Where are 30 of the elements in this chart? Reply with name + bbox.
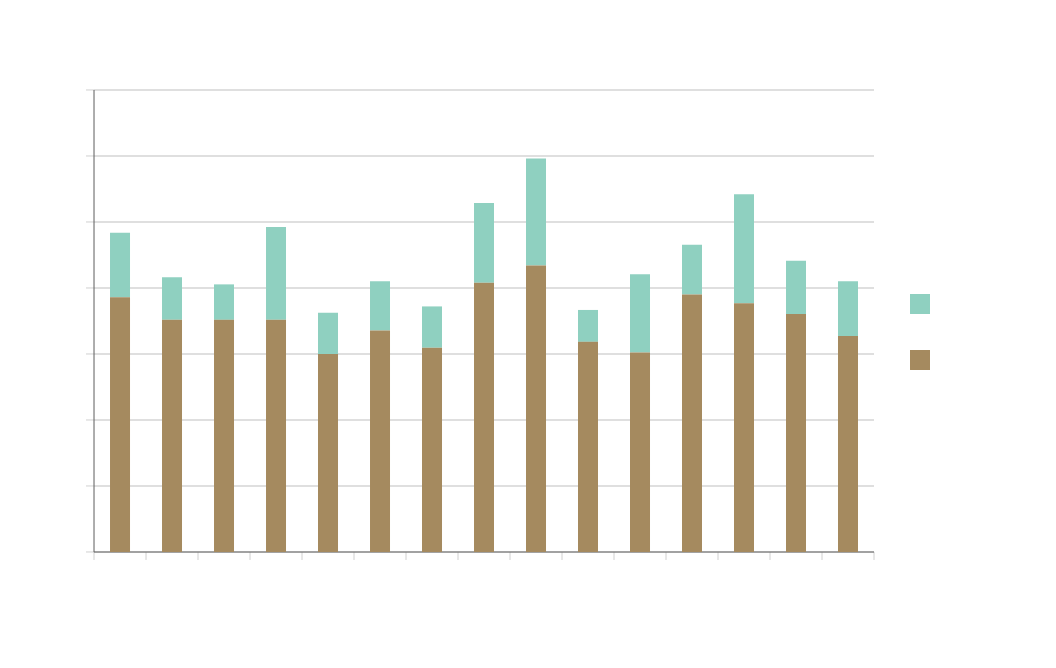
bar — [630, 352, 651, 552]
bar — [630, 274, 651, 353]
bar — [214, 284, 235, 320]
bar — [526, 158, 547, 266]
bar — [734, 194, 754, 304]
bar — [266, 319, 287, 552]
bar — [838, 281, 858, 336]
bar — [162, 319, 183, 552]
bar — [214, 319, 235, 552]
bar — [838, 335, 858, 552]
bar — [526, 265, 547, 552]
bar — [578, 341, 598, 552]
bar — [786, 313, 806, 552]
bar — [266, 226, 287, 320]
bar — [734, 303, 754, 552]
bar — [422, 306, 443, 348]
bar — [474, 282, 494, 552]
bar — [370, 330, 391, 552]
bar — [110, 297, 131, 552]
bar — [578, 309, 598, 342]
bar — [318, 312, 339, 355]
bar — [110, 232, 131, 298]
bar — [162, 277, 183, 320]
bar — [682, 244, 702, 295]
bar — [786, 260, 806, 314]
bar — [422, 347, 443, 552]
bar — [318, 354, 339, 552]
bar — [474, 202, 494, 283]
bar — [370, 281, 391, 331]
bar — [682, 294, 702, 552]
